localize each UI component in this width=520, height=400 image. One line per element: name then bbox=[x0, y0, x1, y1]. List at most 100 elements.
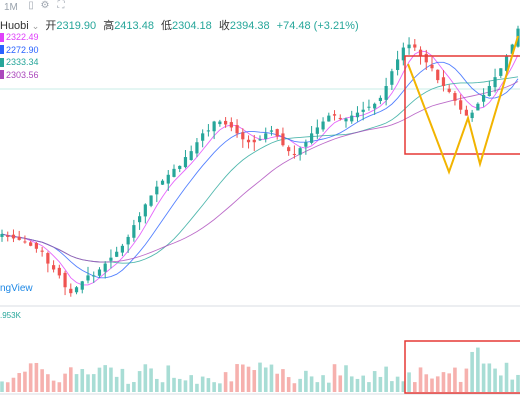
candle-body bbox=[115, 251, 119, 257]
volume-bar bbox=[17, 373, 21, 392]
volume-bar bbox=[97, 367, 102, 392]
volume-bar bbox=[493, 368, 497, 392]
candle-body bbox=[321, 121, 325, 130]
candle-body bbox=[229, 122, 233, 128]
volume-bar bbox=[384, 366, 388, 392]
candle-body bbox=[23, 241, 27, 243]
volume-bar bbox=[361, 375, 365, 392]
volume-bar bbox=[487, 363, 492, 392]
volume-bar bbox=[149, 368, 153, 392]
candle-body bbox=[29, 242, 33, 246]
volume-bar bbox=[453, 367, 457, 392]
candle-body bbox=[40, 250, 44, 252]
volume-bar bbox=[481, 363, 486, 392]
candle-body bbox=[235, 125, 239, 134]
volume-bar bbox=[395, 376, 400, 392]
volume-bar bbox=[241, 364, 245, 392]
candle-body bbox=[504, 56, 509, 71]
volume-bar bbox=[355, 378, 360, 392]
open-label: 开 bbox=[45, 20, 57, 32]
volume-bar bbox=[458, 381, 463, 392]
ma-swatch bbox=[0, 70, 4, 80]
candle-body bbox=[310, 133, 314, 143]
volume-bar bbox=[338, 375, 343, 392]
candle-body bbox=[373, 103, 377, 109]
volume-label: .953K bbox=[0, 311, 21, 320]
volume-bar bbox=[464, 368, 469, 392]
volume-bar bbox=[304, 370, 308, 392]
candle-body bbox=[350, 115, 354, 122]
candle-body bbox=[298, 148, 302, 155]
volume-bar bbox=[23, 371, 27, 392]
volume-bar bbox=[407, 372, 411, 392]
candle-body bbox=[315, 127, 319, 134]
candle-body bbox=[396, 59, 400, 70]
candle-body bbox=[109, 257, 113, 261]
candle-body bbox=[292, 153, 296, 155]
volume-bar bbox=[235, 364, 239, 392]
candle-body bbox=[281, 133, 285, 146]
candle-body bbox=[166, 174, 170, 184]
low-value: 2304.18 bbox=[172, 20, 212, 32]
volume-bar bbox=[80, 369, 85, 392]
ma-swatch bbox=[0, 32, 4, 42]
candle-body bbox=[424, 53, 428, 63]
volume-bar bbox=[69, 367, 73, 392]
volume-bar bbox=[120, 368, 125, 392]
candle-body bbox=[493, 77, 497, 88]
open-value: 2319.90 bbox=[56, 20, 97, 32]
volume-bar bbox=[246, 366, 251, 392]
volume-bar bbox=[292, 383, 297, 392]
settings-icon[interactable]: ⚙ bbox=[40, 0, 50, 11]
candle-body bbox=[224, 120, 228, 125]
ohlc-legend: Huobi ⌄ 开2319.90 高2413.48 低2304.18 收2394.… bbox=[0, 17, 363, 33]
volume-bar bbox=[126, 383, 130, 392]
volume-bar bbox=[46, 374, 50, 392]
candle-body bbox=[97, 269, 102, 276]
high-value: 2413.48 bbox=[114, 20, 154, 32]
volume-bar bbox=[327, 382, 331, 392]
ma-value: 2303.56 bbox=[6, 69, 39, 80]
candle-body bbox=[0, 233, 4, 237]
volume-bar bbox=[11, 377, 16, 392]
volume-bar bbox=[103, 365, 107, 392]
volume-bar bbox=[269, 364, 274, 392]
volume-bar bbox=[401, 381, 406, 392]
candle-body bbox=[482, 94, 486, 102]
volume-bar bbox=[309, 376, 314, 392]
volume-bar bbox=[172, 377, 176, 392]
candle-body bbox=[378, 97, 382, 102]
chevron-down-icon[interactable]: ⌄ bbox=[31, 21, 40, 31]
volume-bar bbox=[435, 376, 440, 392]
volume-bar bbox=[91, 374, 96, 392]
chart-toolbar: 1M ▯ ⚙ ⛶ bbox=[0, 0, 520, 15]
change-value: +74.48 (+3.21%) bbox=[276, 20, 359, 32]
ma-value: 2333.34 bbox=[6, 57, 39, 67]
candle-body bbox=[269, 130, 274, 132]
candle-body bbox=[138, 216, 142, 223]
candle-body bbox=[212, 121, 216, 132]
candle-body bbox=[476, 103, 480, 111]
volume-bar bbox=[200, 376, 205, 392]
symbol-name: Huobi bbox=[0, 20, 29, 32]
candle-body bbox=[143, 204, 147, 217]
volume-bar bbox=[499, 375, 503, 392]
timeframe-selector[interactable]: 1M bbox=[4, 2, 18, 13]
volume-bar bbox=[367, 382, 371, 392]
volume-bar bbox=[510, 379, 515, 392]
volume-bar bbox=[378, 376, 383, 392]
volume-bar bbox=[275, 373, 279, 392]
candle-body bbox=[92, 275, 96, 277]
close-label: 收 bbox=[218, 20, 230, 32]
volume-bar bbox=[390, 381, 394, 392]
candle-body bbox=[413, 44, 417, 48]
candle-body bbox=[355, 112, 360, 118]
fullscreen-icon[interactable]: ⛶ bbox=[57, 0, 65, 11]
candle-body bbox=[80, 281, 84, 290]
volume-bar bbox=[5, 382, 10, 392]
candle-style-icon[interactable]: ▯ bbox=[28, 0, 34, 11]
ma-line bbox=[1, 76, 519, 264]
volume-bar bbox=[143, 364, 148, 392]
candle-body bbox=[436, 69, 440, 81]
